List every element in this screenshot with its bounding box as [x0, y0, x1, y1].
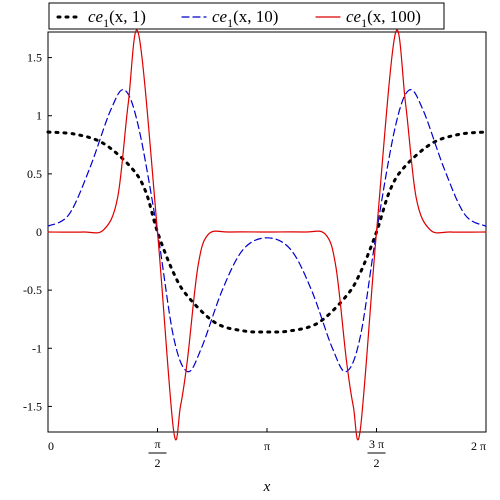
series-line-3: [47, 29, 487, 441]
series-line-2: [47, 89, 487, 373]
legend-entry-3: ce1(x, 100): [346, 7, 421, 30]
legend-subscript: 1: [103, 16, 109, 30]
legend-subscript: 1: [361, 16, 367, 30]
x-tick-label-denominator: 2: [374, 456, 380, 470]
series-line-1: [46, 130, 488, 334]
y-tick-label: -1: [32, 341, 42, 355]
series-group: [46, 29, 488, 441]
legend-entry-2: ce1(x, 10): [212, 7, 278, 30]
x-tick-label: π: [264, 439, 270, 453]
x-tick-label: 0: [48, 439, 54, 453]
y-tick-label: 0.5: [27, 167, 42, 181]
legend-func: ce: [212, 7, 228, 26]
x-axis-label: x: [263, 479, 271, 495]
legend-args: (x, 1): [109, 7, 146, 26]
legend-args: (x, 100): [367, 7, 421, 26]
x-tick-label: 2 π: [471, 439, 486, 453]
legend-subscript: 1: [227, 16, 233, 30]
x-tick-label-numerator: 3 π: [369, 437, 384, 451]
y-tick-label: 1.5: [27, 51, 42, 65]
y-tick-label: 1: [36, 109, 42, 123]
legend-args: (x, 10): [233, 7, 278, 26]
ticks: 1.5 1 0.5 0 -0.5 -1 -1.5 0 π 2 π 3 π 2 2 π: [23, 51, 487, 470]
legend-func: ce: [88, 7, 104, 26]
x-tick-label-numerator: π: [154, 437, 160, 451]
legend-box: [48, 2, 445, 30]
y-tick-label: -1.5: [23, 399, 42, 413]
legend-func: ce: [346, 7, 362, 26]
legend-entry-1: ce1(x, 1): [88, 7, 146, 30]
legend: ce1(x, 1) ce1(x, 10) ce1(x, 100): [48, 2, 445, 30]
y-tick-label: 0: [36, 225, 42, 239]
x-tick-label-denominator: 2: [155, 456, 161, 470]
y-tick-label: -0.5: [23, 283, 42, 297]
